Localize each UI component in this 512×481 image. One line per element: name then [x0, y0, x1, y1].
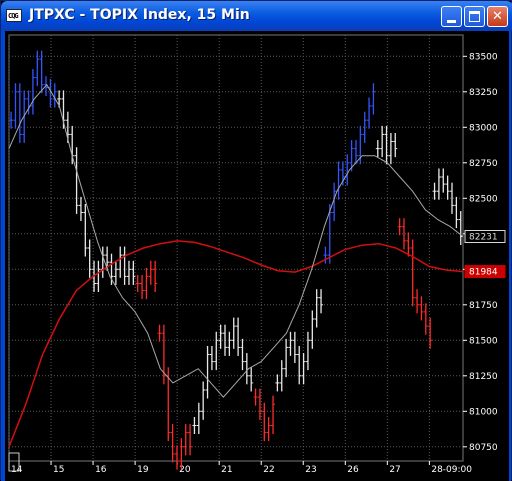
app-logo-icon: CQG	[6, 9, 22, 22]
close-icon: ✕	[492, 9, 503, 24]
window-title: JTPXC - TOPIX Index, 15 Min	[29, 7, 250, 23]
price-chart[interactable]: 8350083250830008275082500822508200081750…	[1, 31, 512, 481]
app-logo-text: CQG	[8, 12, 19, 20]
maximize-button[interactable]	[464, 6, 485, 27]
x-tick-label: 15	[53, 465, 64, 475]
y-tick-label: 83500	[469, 52, 498, 62]
x-tick-label: 28-09:00	[431, 465, 472, 475]
close-button[interactable]: ✕	[487, 6, 508, 27]
x-tick-label: 23	[305, 465, 316, 475]
plot-background	[5, 31, 509, 481]
minimize-button[interactable]	[441, 6, 462, 27]
maximize-icon	[469, 11, 480, 22]
x-tick-label: 20	[179, 465, 191, 475]
y-tick-label: 81000	[469, 407, 498, 417]
y-tick-label: 83250	[469, 88, 498, 98]
slow-moving-average-line	[8, 240, 464, 448]
title-bar[interactable]: CQG JTPXC - TOPIX Index, 15 Min ✕	[1, 1, 512, 31]
y-tick-label: 82500	[469, 194, 498, 204]
x-tick-label: 21	[221, 465, 232, 475]
x-tick-label: 19	[137, 465, 149, 475]
y-tick-label: 81500	[469, 336, 498, 346]
y-tick-label: 81750	[469, 301, 498, 311]
y-tick-label: 81250	[469, 372, 498, 382]
y-tick-label: 82750	[469, 159, 498, 169]
x-tick-label: 14	[11, 465, 23, 475]
x-tick-label: 27	[389, 465, 400, 475]
x-tick-label: 16	[95, 465, 107, 475]
y-tick-label: 80750	[469, 443, 498, 453]
ma-price-label: 81984	[469, 268, 498, 278]
fast-moving-average-line	[8, 83, 464, 398]
last-price-label: 82231	[469, 232, 498, 242]
x-tick-label: 22	[263, 465, 274, 475]
x-tick-label: 26	[347, 465, 359, 475]
window-frame-left	[1, 31, 5, 481]
minimize-icon	[447, 20, 456, 23]
y-tick-label: 83000	[469, 123, 498, 133]
scroll-marker	[8, 452, 20, 472]
ma-price-box	[464, 265, 506, 279]
last-price-box	[464, 229, 506, 243]
